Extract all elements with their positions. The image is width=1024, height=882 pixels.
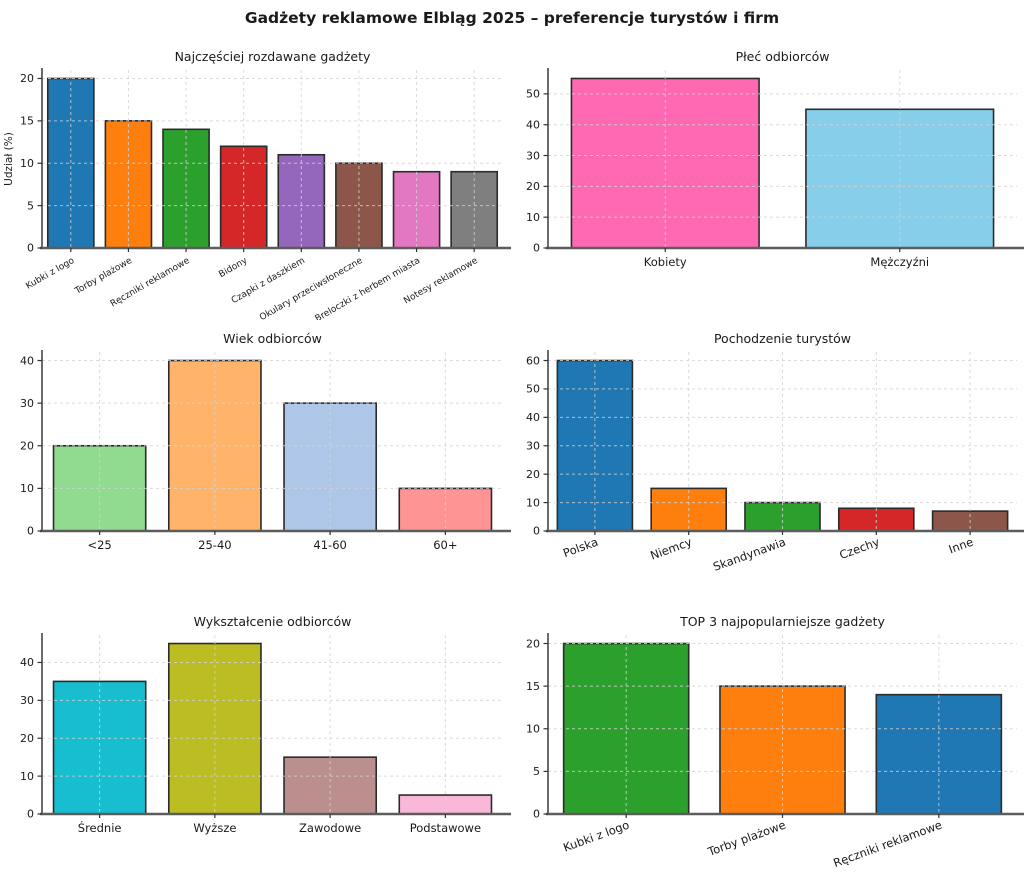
x-tick-label: Podstawowe	[410, 821, 481, 835]
y-tick-label: 30	[20, 694, 34, 707]
subplot-title: Pochodzenie turystów	[714, 331, 851, 346]
y-tick-label: 5	[27, 199, 34, 212]
x-tick-label: Zawodowe	[299, 821, 361, 835]
y-tick-label: 10	[20, 157, 34, 170]
y-tick-label: 0	[533, 808, 540, 821]
subplot-origin: 0 10 20 30 40 50 60 Polska Niemcy Skandynawia Czec…	[512, 324, 1024, 598]
x-tick-label: Ręczniki reklamowe	[831, 818, 943, 870]
figure-title: Gadżety reklamowe Elbląg 2025 – preferen…	[244, 9, 780, 27]
x-tick-label: Skandynawia	[711, 535, 787, 574]
y-tick-label: 40	[526, 411, 540, 424]
x-tick-label: Bidony	[217, 256, 249, 280]
x-tick-label: Kobiety	[644, 255, 687, 269]
subplot-education: 0 10 20 30 40 Średnie Wyższe Zawodowe Podstawowe…	[0, 598, 512, 882]
x-tick-label: Mężczyźni	[870, 255, 929, 269]
subplot-most-distributed-gadgets: 0 5 10 15 20 Kubki z logo Torby plażowe Ręcznik…	[0, 42, 512, 324]
x-tick-label: Kubki z logo	[561, 818, 631, 855]
y-tick-label: 10	[526, 211, 540, 224]
subplot-title: Płeć odbiorców	[736, 49, 830, 64]
x-tick-label: Kubki z logo	[24, 256, 76, 292]
y-tick-label: 0	[27, 808, 34, 821]
x-tick-label: Czechy	[837, 535, 881, 562]
y-tick-label: 20	[20, 732, 34, 745]
x-tick-label: Niemcy	[648, 535, 694, 563]
subplot-top3-gadgets: 0 5 10 15 20 Kubki z logo Torby plażowe Ręcznik…	[512, 598, 1024, 882]
subplot-grid: 0 5 10 15 20 Kubki z logo Torby plażowe Ręcznik…	[0, 42, 1024, 882]
bar-Ręczniki reklamowe	[875, 693, 1003, 815]
chart-canvas: 0 5 10 15 20 Kubki z logo Torby plażowe Ręcznik…	[526, 614, 1024, 870]
chart-canvas: 0 10 20 30 40 Średnie Wyższe Zawodowe Podstawowe…	[20, 614, 511, 835]
x-tick-label: Okulary przeciwsłoneczne	[258, 256, 365, 320]
y-tick-label: 0	[533, 525, 540, 538]
bar-Wyższe	[167, 642, 262, 815]
y-tick-label: 50	[526, 383, 540, 396]
y-tick-label: 30	[20, 397, 34, 410]
y-tick-label: 15	[20, 115, 34, 128]
x-tick-label: 60+	[433, 538, 457, 552]
chart-canvas: 0 10 20 30 40 50 60 Polska Niemcy Skandynawia Czec…	[526, 331, 1024, 574]
x-tick-label: <25	[87, 538, 111, 552]
y-tick-label: 20	[20, 440, 34, 453]
chart-canvas: 0 10 20 30 40 <25 25-40 41-60 60+ Wiek odbiorców	[20, 331, 511, 552]
y-tick-label: 0	[27, 525, 34, 538]
y-tick-label: 0	[27, 242, 34, 255]
y-tick-label: 30	[526, 149, 540, 162]
x-tick-label: Breloczki z herbem miasta	[314, 256, 422, 320]
y-tick-label: 60	[526, 354, 540, 367]
subplot-title: TOP 3 najpopularniejsze gadżety	[679, 614, 885, 629]
x-tick-label: Polska	[561, 535, 600, 561]
y-tick-label: 0	[533, 242, 540, 255]
y-tick-label: 50	[526, 88, 540, 101]
bar-Ręczniki reklamowe	[162, 128, 210, 249]
y-tick-label: 10	[20, 482, 34, 495]
y-tick-label: 10	[20, 770, 34, 783]
x-tick-label: Średnie	[78, 820, 122, 835]
subplot-title: Wykształcenie odbiorców	[194, 614, 352, 629]
subplot-title: Wiek odbiorców	[223, 331, 322, 346]
x-tick-label: Torby plażowe	[705, 818, 788, 859]
y-tick-label: 20	[20, 72, 34, 85]
y-tick-label: 40	[20, 354, 34, 367]
y-tick-label: 30	[526, 440, 540, 453]
y-tick-label: 20	[526, 637, 540, 650]
y-tick-label: 40	[20, 656, 34, 669]
y-tick-label: 20	[526, 468, 540, 481]
y-tick-label: 10	[526, 496, 540, 509]
y-axis-label: Udział (%)	[3, 132, 15, 186]
x-tick-label: 41-60	[313, 538, 346, 552]
x-tick-label: Wyższe	[193, 821, 236, 835]
y-tick-label: 5	[533, 765, 540, 778]
x-tick-label: Inne	[947, 535, 975, 557]
subplot-gender: 0 10 20 30 40 50 Kobiety Mężczyźni Płeć odbiorcó…	[512, 42, 1024, 324]
subplot-title: Najczęściej rozdawane gadżety	[175, 49, 371, 64]
y-tick-label: 40	[526, 118, 540, 131]
y-tick-label: 10	[526, 723, 540, 736]
y-tick-label: 20	[526, 180, 540, 193]
chart-canvas: 0 10 20 30 40 50 Kobiety Mężczyźni Płeć odbiorcó…	[526, 49, 1024, 269]
subplot-age: 0 10 20 30 40 <25 25-40 41-60 60+ Wiek odbiorców	[0, 324, 512, 598]
y-tick-label: 15	[526, 680, 540, 693]
x-tick-label: 25-40	[198, 538, 231, 552]
